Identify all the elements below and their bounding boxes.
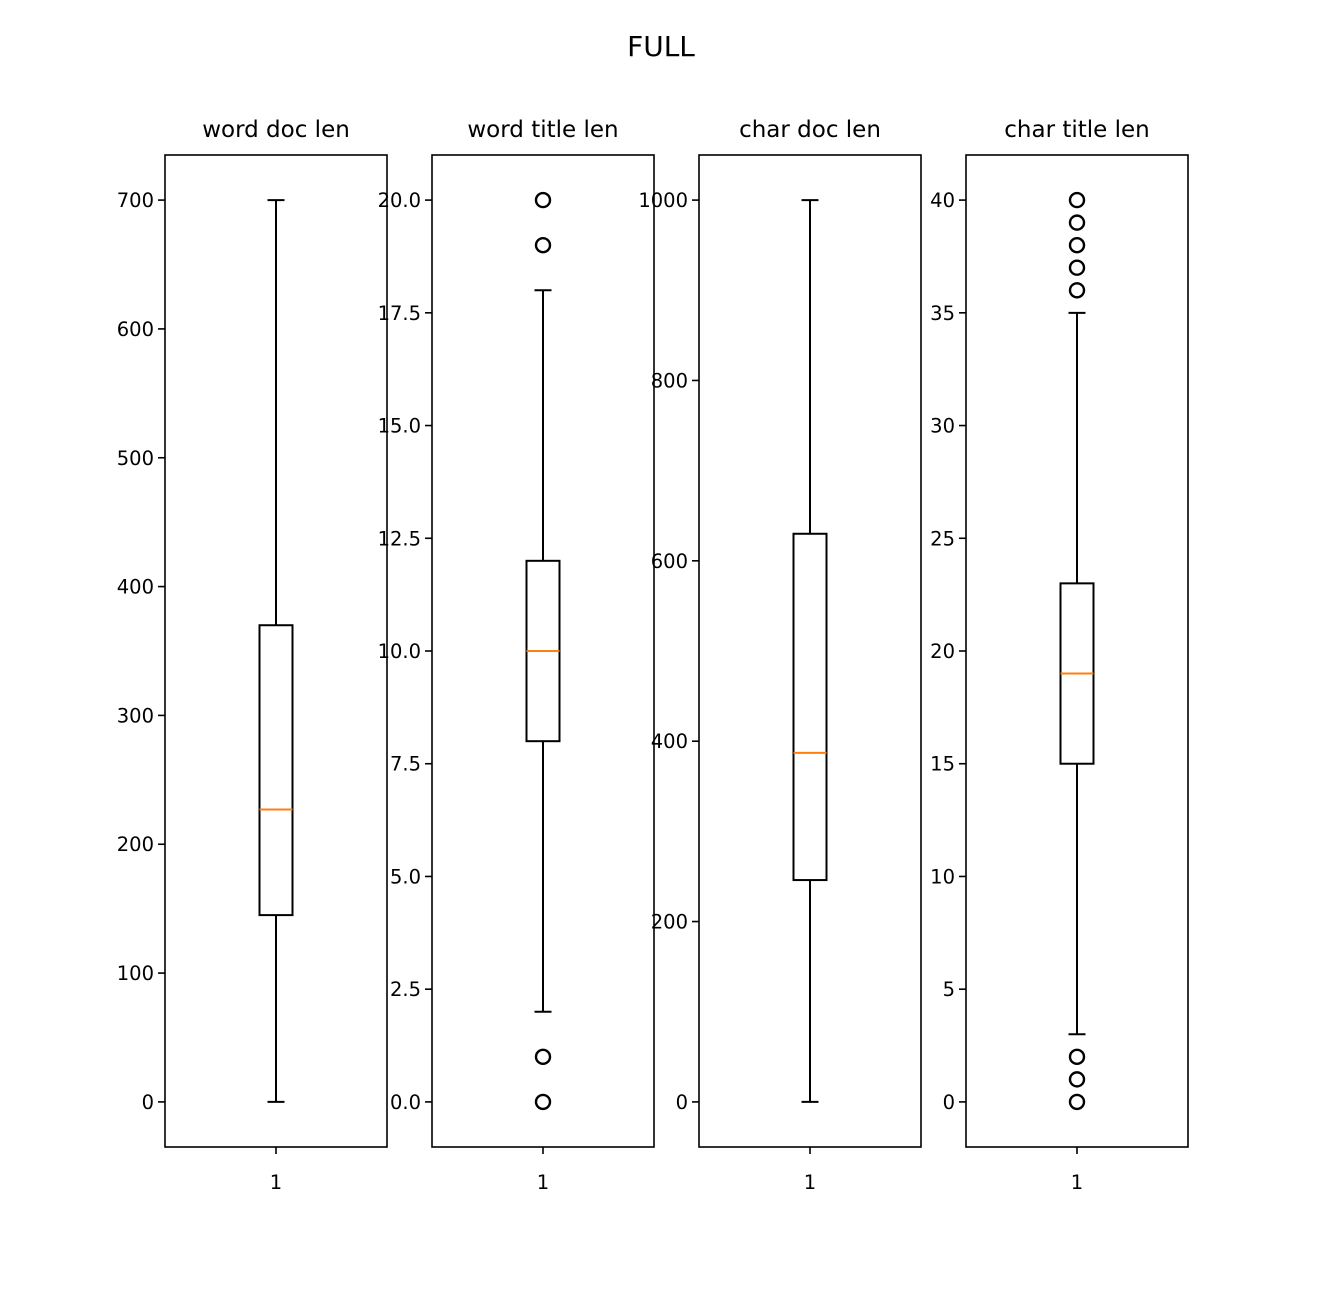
iqr-box bbox=[258, 624, 294, 917]
subplot-1: word doc len 0 100 200 300 400 500 600 700 1 bbox=[117, 117, 388, 1194]
x-tick-label: 1 bbox=[1071, 1171, 1083, 1194]
y-tick-label: 0 bbox=[943, 1091, 955, 1114]
subplot-4: char title len 0 5 10 15 20 25 30 35 40 1 bbox=[930, 117, 1189, 1194]
y-tick-label: 7.5 bbox=[390, 753, 421, 776]
y-tick-label: 2.5 bbox=[390, 978, 421, 1001]
y-tick-label: 0.0 bbox=[390, 1091, 421, 1114]
outlier-point bbox=[1068, 191, 1086, 209]
y-tick-label: 0 bbox=[676, 1091, 688, 1114]
figure-title: FULL bbox=[627, 30, 695, 63]
outlier-point bbox=[1068, 1048, 1086, 1066]
y-tick-label: 25 bbox=[930, 527, 955, 550]
subplot-title: word title len bbox=[467, 117, 618, 143]
x-tick-label: 1 bbox=[270, 1171, 282, 1194]
outlier-point bbox=[534, 236, 552, 254]
y-tick-label: 20 bbox=[930, 640, 955, 663]
outlier-point bbox=[1068, 282, 1086, 299]
subplot-title: char title len bbox=[1004, 117, 1149, 143]
outlier-point bbox=[1068, 1071, 1086, 1088]
outlier-point bbox=[534, 1093, 552, 1111]
x-tick-label: 1 bbox=[537, 1171, 549, 1194]
outlier-point bbox=[534, 191, 552, 209]
x-tick-label: 1 bbox=[804, 1171, 816, 1194]
y-tick-label: 600 bbox=[651, 550, 688, 573]
y-tick-label: 300 bbox=[117, 704, 154, 727]
y-tick-label: 200 bbox=[117, 833, 154, 856]
y-tick-label: 15.0 bbox=[378, 415, 421, 438]
y-tick-label: 15 bbox=[930, 753, 955, 776]
y-tick-label: 400 bbox=[651, 730, 688, 753]
y-tick-label: 200 bbox=[651, 911, 688, 934]
y-tick-label: 30 bbox=[930, 415, 955, 438]
y-tick-label: 10.0 bbox=[378, 640, 421, 663]
y-tick-label: 100 bbox=[117, 962, 154, 985]
y-tick-label: 12.5 bbox=[378, 527, 421, 550]
y-tick-label: 800 bbox=[651, 369, 688, 392]
y-tick-label: 700 bbox=[117, 189, 154, 212]
subplots: word doc len01002003004005006007001word … bbox=[117, 117, 1189, 1194]
outlier-point bbox=[1068, 214, 1086, 231]
outlier-point bbox=[1068, 1093, 1086, 1111]
axes-frame bbox=[431, 154, 655, 1148]
y-tick-label: 0 bbox=[142, 1091, 154, 1114]
y-tick-label: 5 bbox=[943, 978, 955, 1001]
y-tick-label: 400 bbox=[117, 576, 154, 599]
axes-frame bbox=[698, 154, 922, 1148]
y-tick-label: 20.0 bbox=[378, 189, 421, 212]
axes-frame bbox=[965, 154, 1189, 1148]
y-tick-label: 600 bbox=[117, 318, 154, 341]
subplot-2: word title len 0.0 2.5 5.0 7.5 10.0 12.5 15.0 17… bbox=[378, 117, 655, 1194]
y-tick-label: 500 bbox=[117, 447, 154, 470]
subplot-title: char doc len bbox=[739, 117, 881, 143]
y-tick-label: 35 bbox=[930, 302, 955, 325]
outlier-point bbox=[534, 1048, 552, 1066]
y-tick-label: 17.5 bbox=[378, 302, 421, 325]
subplot-title: word doc len bbox=[202, 117, 350, 143]
iqr-box bbox=[792, 532, 828, 882]
y-tick-label: 40 bbox=[930, 189, 955, 212]
axes-frame bbox=[164, 154, 388, 1148]
y-tick-label: 5.0 bbox=[390, 865, 421, 888]
subplot-3: char doc len 0 200 400 600 800 1000 1 bbox=[638, 117, 922, 1194]
outlier-point bbox=[1068, 259, 1086, 276]
y-tick-label: 10 bbox=[930, 865, 955, 888]
outlier-point bbox=[1068, 236, 1086, 254]
y-tick-label: 1000 bbox=[638, 189, 688, 212]
